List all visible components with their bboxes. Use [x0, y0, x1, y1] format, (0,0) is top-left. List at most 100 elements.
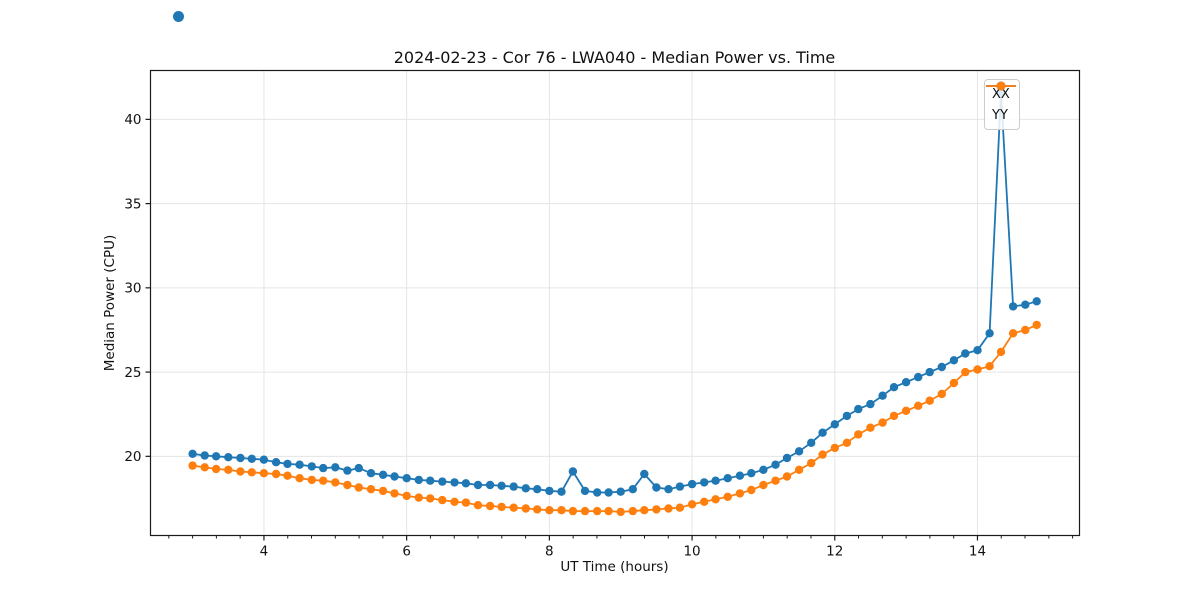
- data-point-xx: [985, 329, 994, 338]
- data-point-yy: [188, 461, 197, 470]
- data-point-xx: [247, 454, 256, 463]
- data-point-yy: [438, 495, 447, 505]
- data-point-xx: [1021, 300, 1030, 309]
- data-point-yy: [283, 471, 292, 480]
- data-point-xx: [307, 462, 316, 471]
- data-point-yy: [687, 500, 697, 509]
- data-point-yy: [1032, 320, 1041, 330]
- data-point-xx: [604, 488, 613, 497]
- data-point-xx: [735, 471, 745, 480]
- data-point-xx: [901, 378, 911, 387]
- y-tick-label: 40: [124, 112, 141, 128]
- data-point-yy: [759, 480, 768, 490]
- data-point-yy: [485, 501, 495, 511]
- data-point-xx: [866, 399, 875, 409]
- data-point-xx: [295, 460, 304, 469]
- data-point-xx: [759, 465, 768, 474]
- data-point-yy: [878, 418, 887, 427]
- data-point-yy: [545, 506, 554, 515]
- data-point-yy: [807, 458, 816, 468]
- x-tick-label: 4: [260, 544, 269, 560]
- legend-line-sample-yy: [986, 81, 1016, 91]
- legend-label-yy: YY: [992, 107, 1008, 123]
- data-point-yy: [319, 476, 328, 485]
- data-point-yy: [331, 478, 340, 487]
- data-point-xx: [378, 470, 388, 479]
- data-point-xx: [925, 367, 934, 377]
- data-point-yy: [426, 494, 435, 503]
- data-point-xx: [188, 449, 197, 458]
- data-point-xx: [949, 356, 959, 365]
- data-point-yy: [925, 396, 934, 405]
- y-tick-label: 30: [124, 281, 141, 297]
- data-point-yy: [711, 495, 720, 504]
- data-point-yy: [1021, 325, 1030, 335]
- data-point-yy: [366, 485, 376, 494]
- data-point-yy: [664, 504, 673, 513]
- data-point-yy: [937, 389, 946, 399]
- y-axis-label: Median Power (CPU): [102, 234, 118, 372]
- data-point-yy: [901, 406, 911, 415]
- data-point-xx: [473, 480, 483, 490]
- data-point-yy: [949, 378, 959, 388]
- data-point-xx: [438, 477, 447, 486]
- data-point-yy: [402, 491, 411, 501]
- data-point-xx: [771, 460, 780, 469]
- series-line-xx: [192, 91, 1037, 494]
- y-tick-label: 25: [124, 365, 141, 381]
- data-point-yy: [343, 480, 352, 490]
- legend-label-xx: XX: [992, 86, 1010, 102]
- data-point-yy: [461, 498, 471, 507]
- data-point-yy: [794, 465, 804, 474]
- data-point-yy: [700, 497, 709, 506]
- data-point-xx: [747, 469, 756, 478]
- data-point-xx: [509, 482, 518, 491]
- data-point-xx: [628, 485, 637, 494]
- x-tick-label: 14: [969, 544, 986, 560]
- data-point-yy: [842, 438, 852, 447]
- data-point-yy: [747, 485, 756, 495]
- data-point-xx: [675, 482, 685, 491]
- data-point-xx: [319, 463, 328, 473]
- data-point-xx: [224, 453, 233, 462]
- data-point-yy: [271, 469, 281, 479]
- data-point-yy: [450, 497, 459, 506]
- data-point-xx: [782, 453, 792, 463]
- data-point-yy: [236, 467, 245, 476]
- data-point-xx: [354, 463, 363, 473]
- data-point-yy: [414, 493, 423, 502]
- data-point-yy: [307, 475, 316, 485]
- data-point-yy: [259, 469, 269, 478]
- data-point-yy: [580, 506, 590, 516]
- x-axis-label: UT Time (hours): [560, 559, 669, 575]
- data-point-xx: [794, 447, 804, 456]
- data-point-yy: [509, 503, 518, 512]
- data-point-yy: [973, 365, 982, 374]
- data-point-xx: [854, 404, 863, 414]
- data-point-xx: [521, 484, 530, 493]
- data-point-xx: [700, 478, 709, 487]
- series-line-yy: [192, 324, 1038, 513]
- data-point-xx: [414, 475, 423, 485]
- data-point-xx: [568, 467, 578, 476]
- data-point-xx: [878, 391, 887, 400]
- data-point-xx: [830, 420, 839, 429]
- data-point-xx: [664, 485, 673, 494]
- data-point-yy: [1008, 329, 1018, 338]
- data-point-yy: [224, 465, 233, 474]
- data-point-yy: [735, 489, 745, 498]
- data-point-xx: [485, 480, 495, 490]
- data-point-xx: [283, 459, 292, 469]
- data-point-yy: [914, 401, 923, 410]
- data-point-yy: [771, 476, 780, 485]
- data-point-xx: [818, 428, 827, 437]
- data-point-xx: [711, 476, 720, 485]
- data-point-yy: [652, 505, 661, 514]
- data-point-yy: [818, 450, 827, 459]
- data-point-xx: [557, 487, 566, 496]
- data-point-xx: [723, 474, 732, 483]
- data-point-yy: [557, 506, 566, 515]
- data-point-xx: [426, 476, 435, 485]
- data-point-yy: [640, 506, 649, 515]
